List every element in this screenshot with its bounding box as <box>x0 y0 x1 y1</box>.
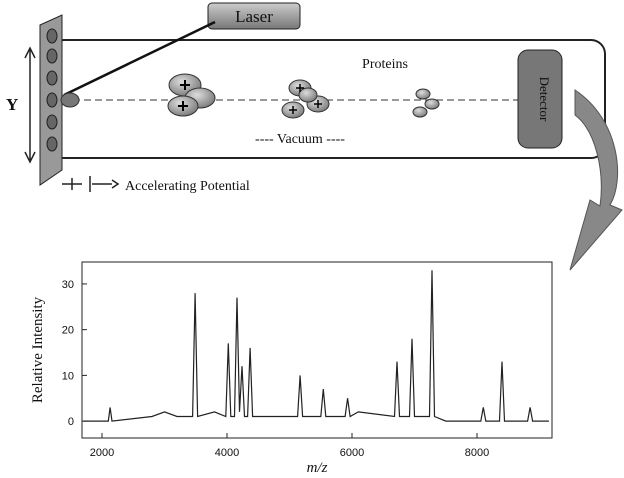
output-arrow <box>569 89 623 271</box>
y-tick-label: 20 <box>62 325 74 337</box>
laser-beam <box>63 20 216 97</box>
potential-label: Accelerating Potential <box>125 179 250 194</box>
plot-area <box>81 261 553 439</box>
vacuum-label: ---- Vacuum ---- <box>255 132 345 147</box>
potential-symbol <box>62 176 120 192</box>
ions-medium <box>281 79 330 119</box>
proteins-label: Proteins <box>362 57 408 72</box>
y-tick-label: 0 <box>68 416 74 428</box>
y-tick-label: 10 <box>62 370 74 382</box>
y-label: Y <box>6 95 18 114</box>
plume <box>60 92 80 108</box>
y-tick-label: 30 <box>62 279 74 291</box>
ions-small <box>412 88 440 118</box>
ions-large <box>167 73 216 117</box>
detector-label: Detector <box>537 77 552 122</box>
x-tick-label: 8000 <box>465 447 489 459</box>
x-tick-label: 6000 <box>340 447 364 459</box>
laser-box <box>207 2 301 30</box>
laser-label: Laser <box>235 7 273 26</box>
spectrum-line <box>83 270 549 422</box>
x-tick-label: 4000 <box>215 447 239 459</box>
sample-wells <box>46 28 58 152</box>
y-arrow <box>24 46 36 164</box>
x-tick-label: 2000 <box>90 447 114 459</box>
x-axis-label: m/z <box>307 460 328 476</box>
y-axis-label: Relative Intensity <box>30 296 46 403</box>
detector-box <box>517 49 563 149</box>
